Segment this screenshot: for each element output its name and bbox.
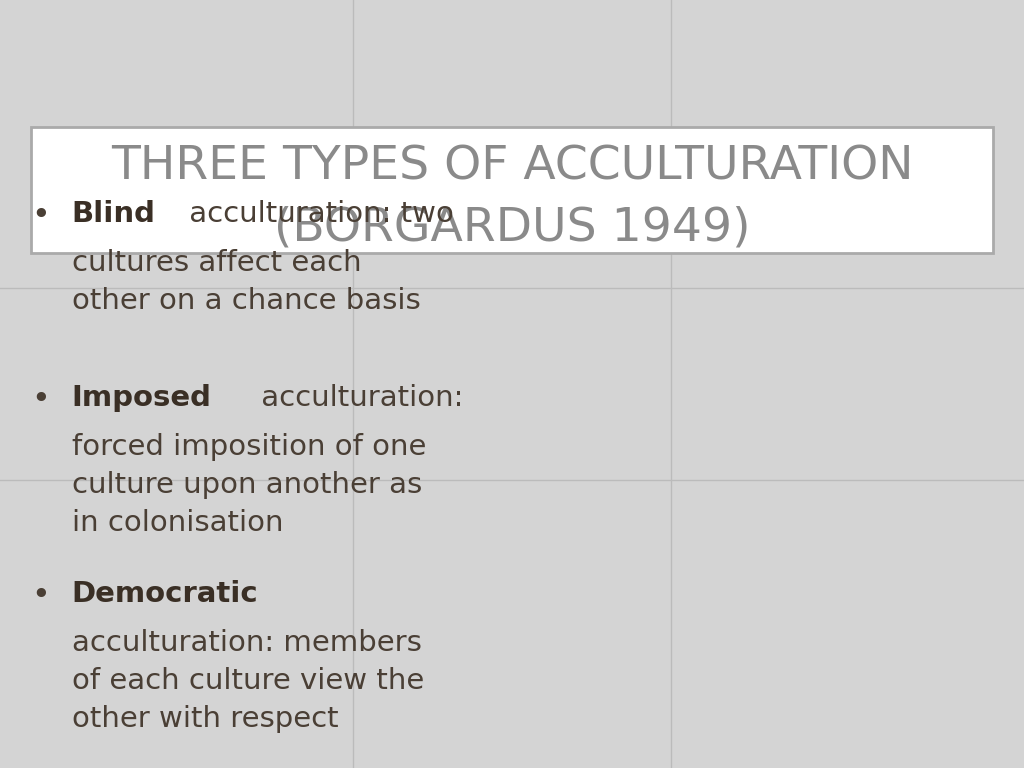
Text: •: • xyxy=(32,580,50,611)
Text: Democratic: Democratic xyxy=(72,580,258,607)
Text: Imposed: Imposed xyxy=(72,384,212,412)
Text: acculturation: two: acculturation: two xyxy=(180,200,454,227)
Text: cultures affect each
other on a chance basis: cultures affect each other on a chance b… xyxy=(72,249,421,315)
Text: acculturation: members
of each culture view the
other with respect: acculturation: members of each culture v… xyxy=(72,629,424,733)
Text: THREE TYPES OF ACCULTURATION: THREE TYPES OF ACCULTURATION xyxy=(111,144,913,190)
FancyBboxPatch shape xyxy=(31,127,993,253)
Text: acculturation:: acculturation: xyxy=(252,384,464,412)
Text: •: • xyxy=(32,200,50,230)
Text: •: • xyxy=(32,384,50,415)
Text: Blind: Blind xyxy=(72,200,156,227)
Text: (BORGARDUS 1949): (BORGARDUS 1949) xyxy=(273,206,751,251)
Text: forced imposition of one
culture upon another as
in colonisation: forced imposition of one culture upon an… xyxy=(72,433,426,537)
